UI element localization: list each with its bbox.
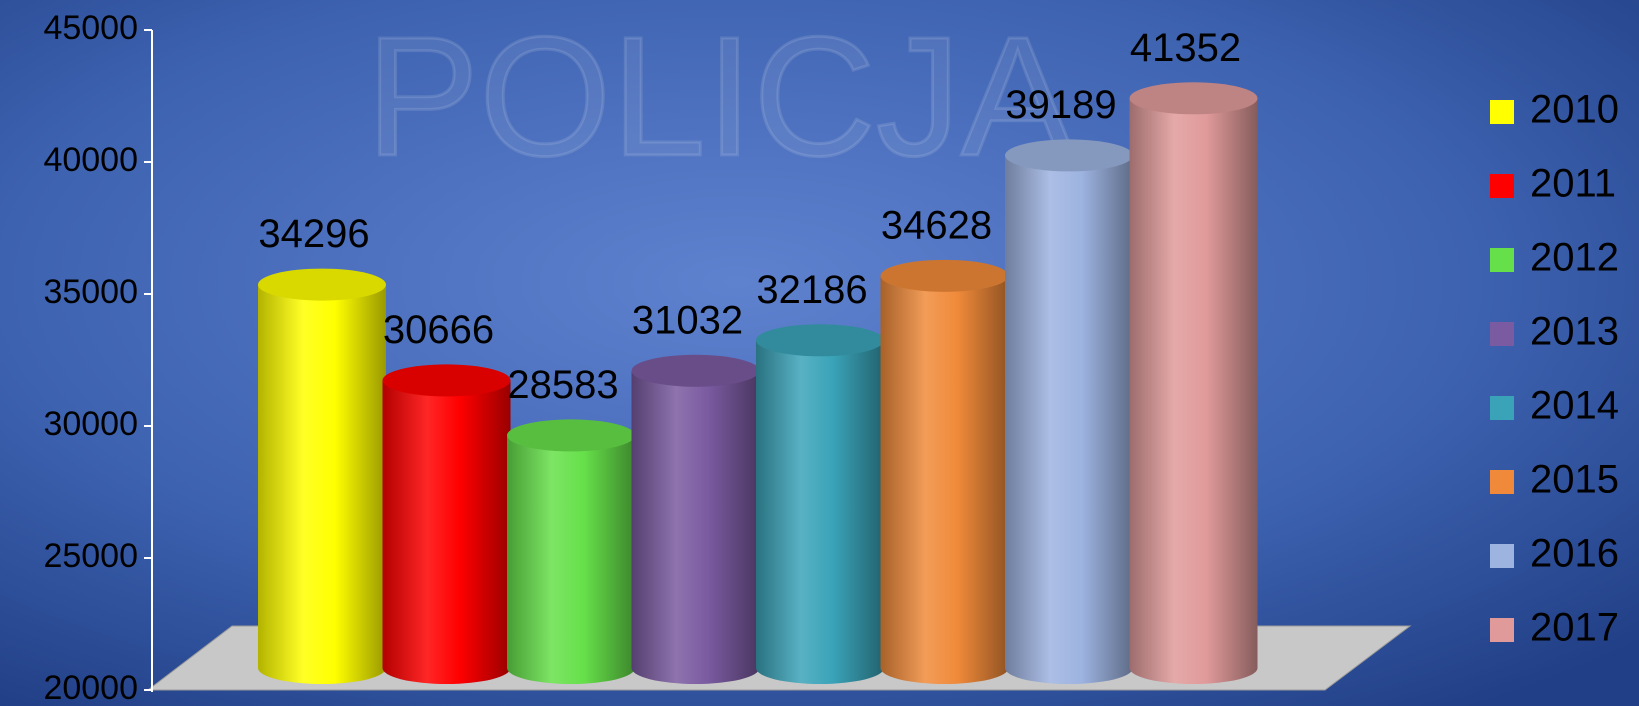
bar-top (880, 259, 1009, 292)
y-tick-label: 35000 (43, 273, 138, 311)
value-label: 34628 (881, 203, 992, 247)
bar (756, 340, 884, 684)
bar (1005, 155, 1133, 684)
legend-label: 2011 (1530, 162, 1616, 206)
legend-label: 2014 (1530, 384, 1619, 428)
y-tick-label: 20000 (43, 669, 138, 706)
value-label: 28583 (507, 363, 618, 407)
legend-label: 2017 (1530, 606, 1619, 650)
legend-swatch (1490, 174, 1514, 198)
y-tick-label: 40000 (43, 141, 138, 179)
bar (880, 275, 1009, 684)
bar-top (631, 354, 760, 387)
value-label: 34296 (258, 212, 369, 256)
legend-label: 2012 (1530, 236, 1619, 280)
y-tick-label: 25000 (43, 537, 138, 575)
bar (507, 435, 635, 684)
bar-top (1129, 82, 1258, 115)
legend-swatch (1490, 470, 1514, 494)
watermark: POLICJA (366, 2, 1075, 192)
legend-label: 2015 (1530, 458, 1619, 502)
legend-swatch (1490, 396, 1514, 420)
bar-top (507, 419, 635, 452)
y-tick-label: 30000 (43, 405, 138, 443)
legend-label: 2016 (1530, 532, 1619, 576)
legend-swatch (1490, 100, 1514, 124)
bar-top (1005, 139, 1133, 172)
bar-top (756, 324, 884, 357)
legend-label: 2013 (1530, 310, 1619, 354)
legend-swatch (1490, 544, 1514, 568)
legend-swatch (1490, 248, 1514, 272)
value-label: 41352 (1130, 26, 1241, 70)
bar (382, 380, 511, 684)
bar-top (258, 268, 386, 301)
bar-top (382, 364, 511, 397)
legend-swatch (1490, 618, 1514, 642)
bar (631, 370, 760, 684)
value-label: 32186 (756, 268, 867, 312)
bar (1129, 98, 1258, 685)
value-label: 39189 (1005, 83, 1116, 127)
value-label: 30666 (383, 308, 494, 352)
y-tick-label: 45000 (43, 9, 138, 47)
bar (258, 284, 386, 684)
legend-label: 2010 (1530, 88, 1619, 132)
value-label: 31032 (632, 298, 743, 342)
legend-swatch (1490, 322, 1514, 346)
